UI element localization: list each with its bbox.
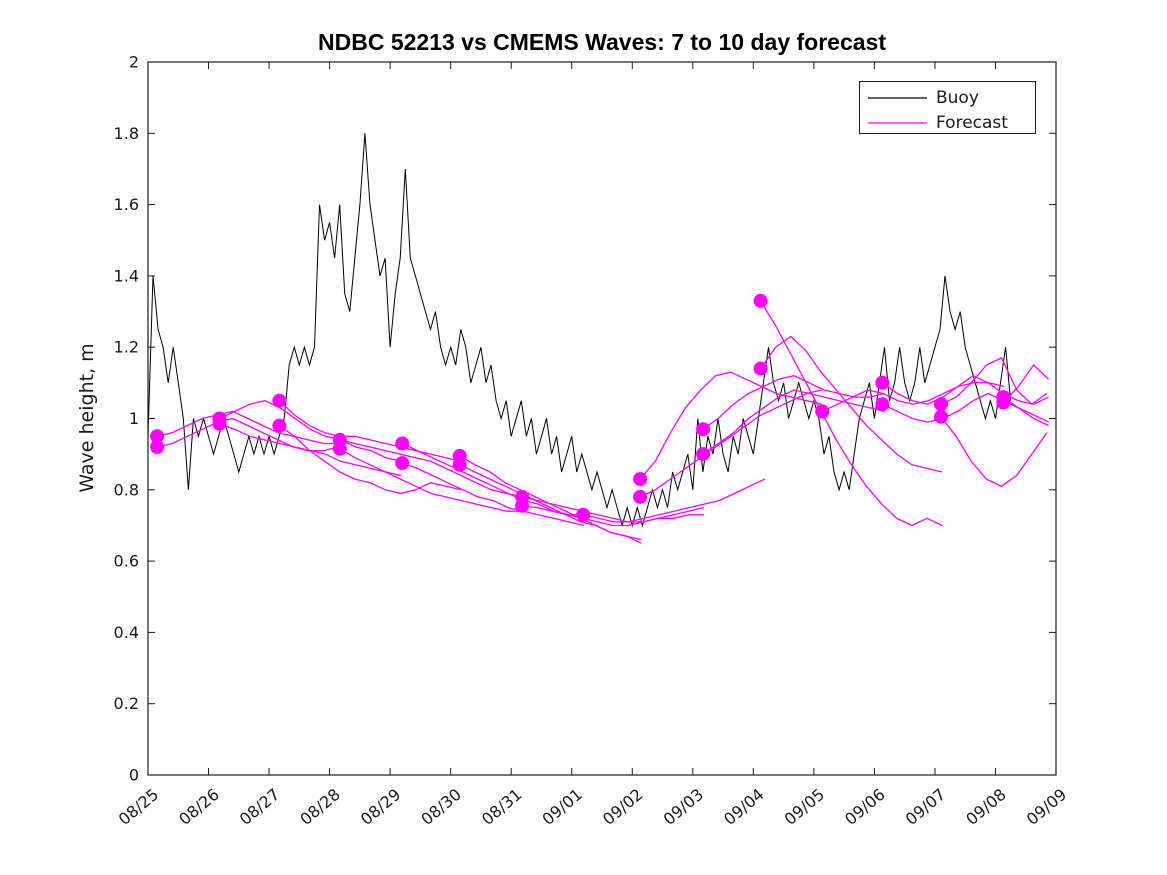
- y-axis-label: Wave height, m: [76, 343, 98, 492]
- forecast-start-marker: [633, 472, 648, 487]
- forecast-start-marker: [875, 375, 890, 390]
- buoy-line: [147, 133, 1012, 528]
- forecast-line: [156, 410, 339, 445]
- x-tick-label: 09/01: [538, 785, 586, 829]
- forecast-line: [822, 382, 1005, 412]
- forecast-line: [639, 371, 822, 480]
- y-tick-label: 0: [129, 766, 139, 785]
- forecast-line: [401, 462, 584, 527]
- forecast-start-marker: [332, 441, 347, 456]
- chart-title: NDBC 52213 vs CMEMS Waves: 7 to 10 day f…: [318, 29, 886, 55]
- y-tick-label: 0.6: [114, 552, 139, 571]
- forecast-start-marker: [576, 507, 591, 522]
- forecast-start-marker: [212, 416, 227, 431]
- forecast-line: [702, 375, 885, 430]
- axes-border: [147, 61, 1057, 776]
- forecast-start-marker: [934, 409, 948, 424]
- forecast-start-marker: [934, 397, 948, 412]
- forecast-start-marker: [515, 498, 530, 513]
- forecast-line: [940, 416, 1048, 487]
- legend-forecast-label: Forecast: [936, 113, 1008, 133]
- y-tick-label: 0.4: [114, 623, 139, 642]
- x-tick-label: 08/27: [236, 785, 284, 829]
- forecast-line: [522, 505, 704, 527]
- forecast-line: [278, 400, 462, 462]
- forecast-line: [881, 374, 1049, 405]
- forecast-line: [1002, 364, 1050, 403]
- y-tick-label: 2: [129, 53, 139, 72]
- y-tick-label: 1: [129, 409, 139, 428]
- legend: Buoy Forecast: [859, 81, 1036, 134]
- y-tick-label: 0.2: [114, 694, 139, 713]
- x-tick-label: 08/25: [115, 785, 163, 829]
- forecast-line: [1002, 396, 1049, 427]
- forecast-start-marker: [452, 457, 467, 472]
- forecast-line: [702, 389, 885, 455]
- forecast-line: [760, 335, 943, 473]
- forecast-start-marker: [395, 456, 410, 471]
- x-tick-label: 09/02: [599, 785, 647, 829]
- forecast-line: [219, 400, 402, 462]
- y-tick-label: 1.8: [114, 124, 139, 143]
- x-tick-label: 08/31: [478, 785, 526, 829]
- forecast-start-marker: [272, 393, 287, 408]
- legend-box: [859, 81, 1036, 134]
- forecast-line: [459, 464, 642, 541]
- x-tick-label: 09/05: [781, 785, 829, 829]
- forecast-line: [940, 357, 1048, 406]
- x-tick-label: 09/09: [1023, 785, 1071, 829]
- forecast-line: [279, 425, 462, 495]
- forecast-line: [219, 423, 402, 477]
- forecast-start-marker: [395, 436, 410, 451]
- forecast-line: [339, 439, 522, 498]
- forecast-start-marker: [272, 418, 287, 433]
- legend-buoy-label: Buoy: [936, 88, 979, 108]
- forecast-start-marker: [633, 489, 648, 504]
- x-tick-label: 09/06: [841, 785, 889, 829]
- forecast-line: [583, 478, 766, 523]
- x-tick-label: 09/07: [902, 785, 950, 829]
- forecast-line: [521, 496, 704, 523]
- forecast-start-marker: [753, 293, 768, 308]
- y-tick-label: 1.4: [114, 266, 139, 285]
- x-tick-label: 08/29: [357, 785, 405, 829]
- forecast-start-marker: [875, 397, 890, 412]
- x-tick-label: 09/08: [962, 785, 1010, 829]
- plot-area: 08/25 08/26 08/27 08/28 08/29 08/30 08/31 09/01…: [114, 53, 1071, 829]
- x-tick-label: 08/30: [417, 785, 465, 829]
- x-tick-label: 09/04: [720, 785, 768, 829]
- forecast-start-marker: [996, 395, 1011, 410]
- forecast-start-marker: [696, 422, 711, 437]
- y-tick-label: 0.8: [114, 480, 139, 499]
- y-tick-label: 1.2: [114, 338, 139, 357]
- forecast-line: [639, 389, 822, 498]
- forecast-start-marker: [696, 447, 711, 462]
- forecast-line: [760, 300, 943, 527]
- x-tick-label: 08/28: [296, 785, 344, 829]
- forecast-start-marker: [815, 404, 830, 419]
- forecast-line: [339, 448, 522, 512]
- forecast-start-marker: [150, 440, 165, 454]
- forecast-start-marker: [753, 361, 768, 376]
- x-tick-label: 08/26: [175, 785, 223, 829]
- forecast-start-marker: [150, 429, 165, 444]
- y-tick-label: 1.6: [114, 195, 139, 214]
- x-tick-label: 09/03: [660, 785, 708, 829]
